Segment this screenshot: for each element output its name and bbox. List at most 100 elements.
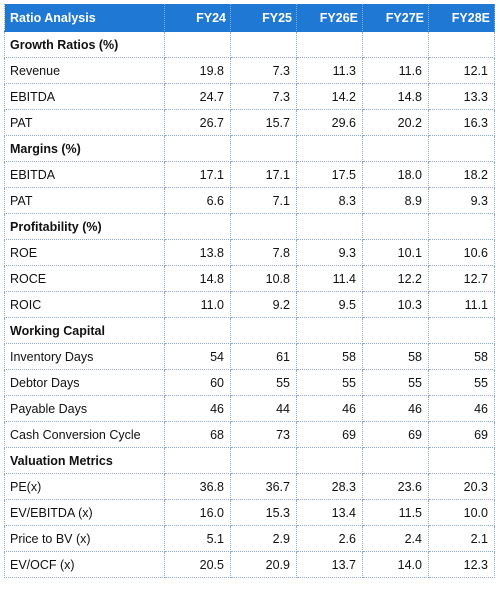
value-cell: 10.3 (362, 291, 429, 318)
empty-cell (296, 213, 363, 240)
value-cell: 11.0 (164, 291, 231, 318)
value-cell: 60 (164, 369, 231, 396)
value-cell: 2.6 (296, 525, 363, 552)
value-cell: 13.4 (296, 499, 363, 526)
value-cell: 23.6 (362, 473, 429, 500)
value-cell: 55 (296, 369, 363, 396)
value-cell: 9.3 (296, 239, 363, 266)
header-fy26e: FY26E (296, 4, 363, 32)
header-fy25: FY25 (230, 4, 297, 32)
value-cell: 2.9 (230, 525, 297, 552)
value-cell: 24.7 (164, 83, 231, 110)
section-header-row: Growth Ratios (%) (4, 31, 495, 58)
empty-cell (428, 135, 495, 162)
empty-cell (362, 447, 429, 474)
empty-cell (296, 447, 363, 474)
empty-cell (362, 135, 429, 162)
value-cell: 9.3 (428, 187, 495, 214)
value-cell: 36.8 (164, 473, 231, 500)
header-fy24: FY24 (164, 4, 231, 32)
value-cell: 8.3 (296, 187, 363, 214)
value-cell: 17.1 (164, 161, 231, 188)
value-cell: 28.3 (296, 473, 363, 500)
value-cell: 46 (164, 395, 231, 422)
row-label: ROCE (4, 265, 165, 292)
section-title: Working Capital (4, 317, 165, 344)
value-cell: 69 (428, 421, 495, 448)
value-cell: 17.1 (230, 161, 297, 188)
value-cell: 9.5 (296, 291, 363, 318)
value-cell: 6.6 (164, 187, 231, 214)
value-cell: 58 (296, 343, 363, 370)
value-cell: 13.7 (296, 551, 363, 578)
empty-cell (230, 213, 297, 240)
empty-cell (230, 317, 297, 344)
section-header-row: Working Capital (4, 317, 495, 344)
row-label: EBITDA (4, 83, 165, 110)
section-title: Growth Ratios (%) (4, 31, 165, 58)
value-cell: 54 (164, 343, 231, 370)
value-cell: 12.7 (428, 265, 495, 292)
row-label: Payable Days (4, 395, 165, 422)
table-row: EBITDA 17.1 17.1 17.5 18.0 18.2 (4, 161, 495, 188)
row-label: EV/EBITDA (x) (4, 499, 165, 526)
empty-cell (164, 447, 231, 474)
table-row: Payable Days 46 44 46 46 46 (4, 395, 495, 422)
empty-cell (164, 135, 231, 162)
section-title: Profitability (%) (4, 213, 165, 240)
value-cell: 14.0 (362, 551, 429, 578)
table-row: EV/EBITDA (x) 16.0 15.3 13.4 11.5 10.0 (4, 499, 495, 526)
header-ratio-analysis: Ratio Analysis (4, 4, 165, 32)
value-cell: 20.9 (230, 551, 297, 578)
value-cell: 7.8 (230, 239, 297, 266)
table-row: ROIC 11.0 9.2 9.5 10.3 11.1 (4, 291, 495, 318)
header-fy27e: FY27E (362, 4, 429, 32)
value-cell: 11.6 (362, 57, 429, 84)
value-cell: 55 (362, 369, 429, 396)
value-cell: 15.3 (230, 499, 297, 526)
value-cell: 20.5 (164, 551, 231, 578)
table-row: Cash Conversion Cycle 68 73 69 69 69 (4, 421, 495, 448)
value-cell: 46 (428, 395, 495, 422)
row-label: EBITDA (4, 161, 165, 188)
row-label: PAT (4, 109, 165, 136)
value-cell: 14.8 (164, 265, 231, 292)
row-label: EV/OCF (x) (4, 551, 165, 578)
section-header-row: Margins (%) (4, 135, 495, 162)
section-title: Valuation Metrics (4, 447, 165, 474)
value-cell: 20.3 (428, 473, 495, 500)
value-cell: 11.5 (362, 499, 429, 526)
table-row: EBITDA 24.7 7.3 14.2 14.8 13.3 (4, 83, 495, 110)
row-label: PE(x) (4, 473, 165, 500)
value-cell: 2.1 (428, 525, 495, 552)
value-cell: 10.6 (428, 239, 495, 266)
value-cell: 5.1 (164, 525, 231, 552)
value-cell: 11.3 (296, 57, 363, 84)
row-label: ROIC (4, 291, 165, 318)
value-cell: 73 (230, 421, 297, 448)
empty-cell (428, 317, 495, 344)
empty-cell (164, 31, 231, 58)
value-cell: 36.7 (230, 473, 297, 500)
empty-cell (428, 447, 495, 474)
empty-cell (296, 317, 363, 344)
value-cell: 19.8 (164, 57, 231, 84)
ratio-table-body: Ratio Analysis FY24 FY25 FY26E FY27E FY2… (4, 4, 495, 578)
row-label: Revenue (4, 57, 165, 84)
table-row: Price to BV (x) 5.1 2.9 2.6 2.4 2.1 (4, 525, 495, 552)
table-row: Revenue 19.8 7.3 11.3 11.6 12.1 (4, 57, 495, 84)
section-title: Margins (%) (4, 135, 165, 162)
row-label: Cash Conversion Cycle (4, 421, 165, 448)
value-cell: 10.0 (428, 499, 495, 526)
empty-cell (296, 31, 363, 58)
row-label: PAT (4, 187, 165, 214)
value-cell: 7.3 (230, 57, 297, 84)
empty-cell (362, 31, 429, 58)
value-cell: 17.5 (296, 161, 363, 188)
row-label: Inventory Days (4, 343, 165, 370)
value-cell: 9.2 (230, 291, 297, 318)
value-cell: 46 (362, 395, 429, 422)
empty-cell (230, 31, 297, 58)
value-cell: 69 (296, 421, 363, 448)
value-cell: 14.8 (362, 83, 429, 110)
